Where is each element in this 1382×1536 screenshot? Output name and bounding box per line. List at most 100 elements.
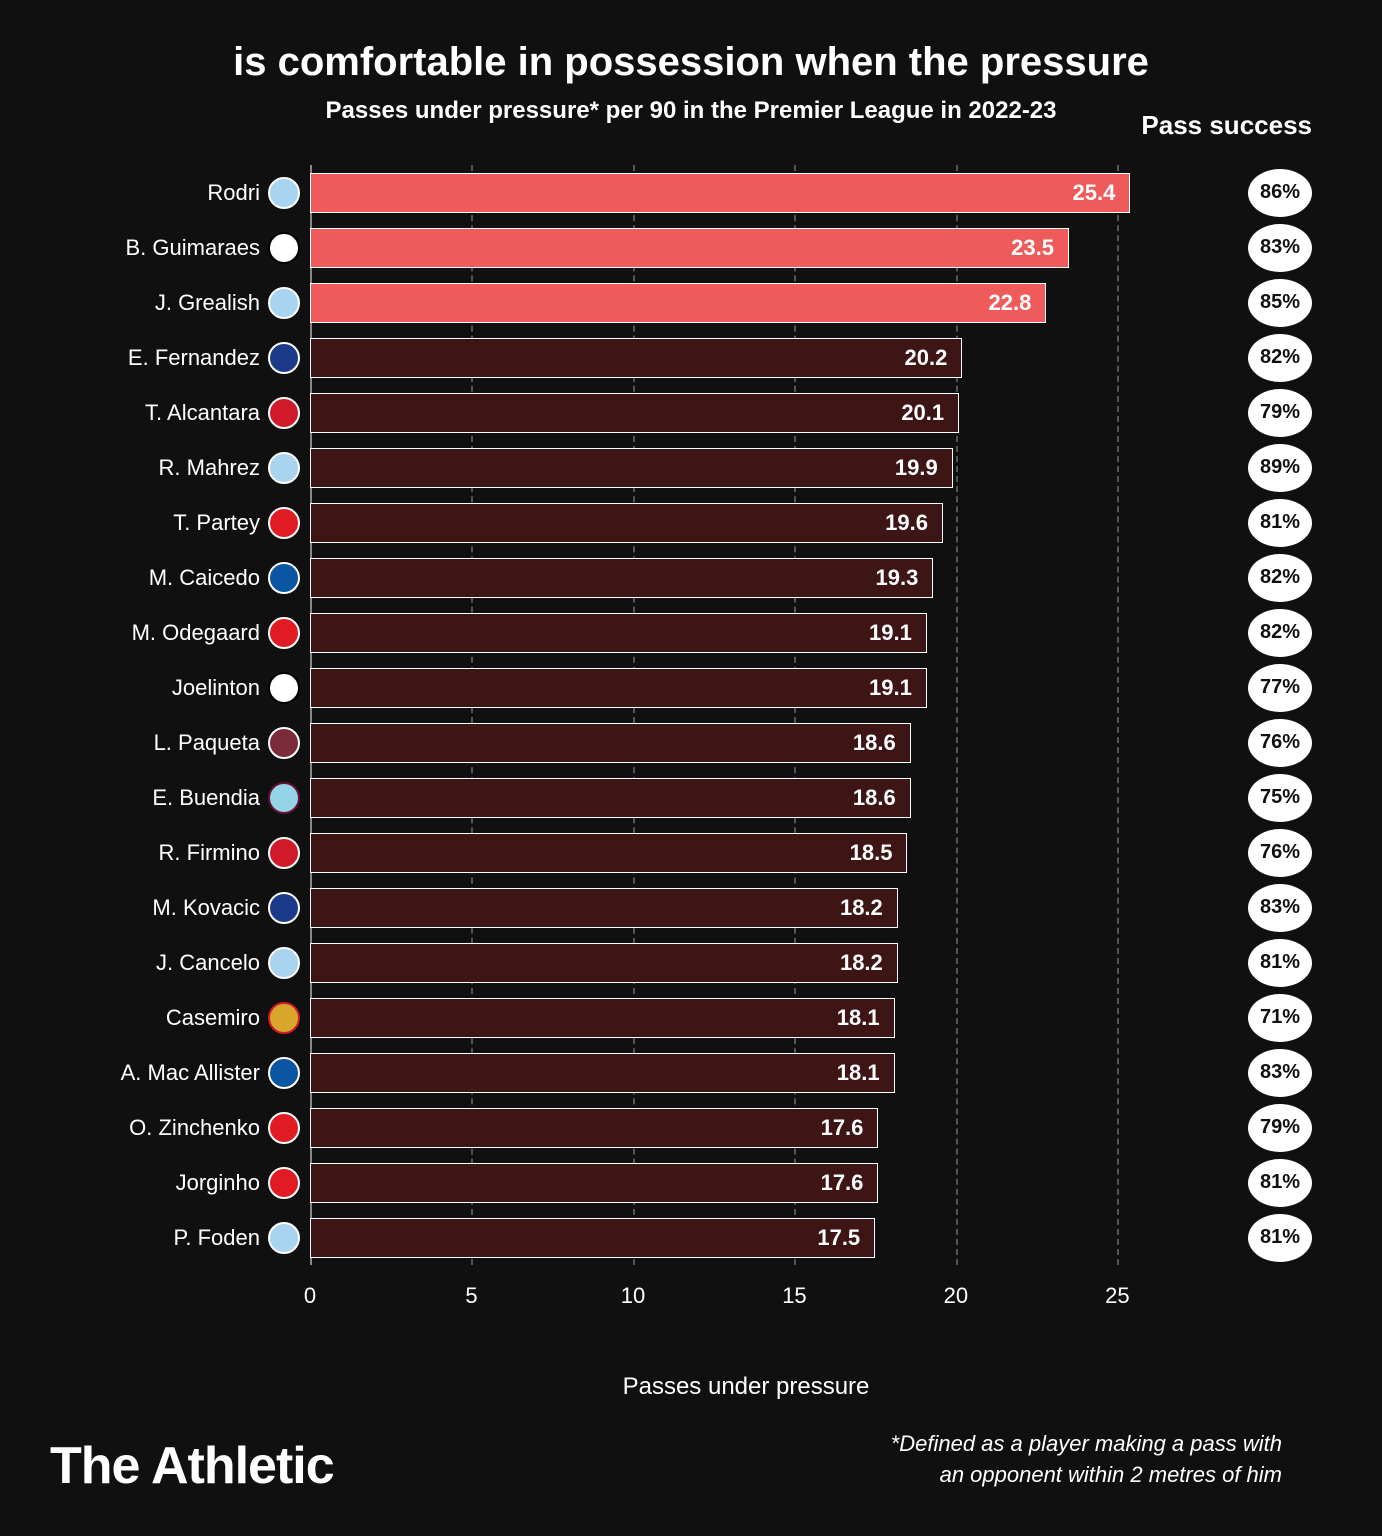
- bar: 18.1: [310, 998, 895, 1038]
- bar-value: 19.9: [895, 455, 938, 481]
- player-name: Jorginho: [50, 1170, 260, 1196]
- club-badge-icon: [268, 507, 300, 539]
- bar-value: 18.5: [850, 840, 893, 866]
- pass-success-pill: 81%: [1248, 499, 1312, 547]
- bar: 23.5: [310, 228, 1069, 268]
- x-axis-label: Passes under pressure: [50, 1373, 1332, 1401]
- bar: 17.6: [310, 1108, 878, 1148]
- pass-success-pill: 76%: [1248, 719, 1312, 767]
- brand-label: The Athletic: [50, 1436, 334, 1496]
- bar: 18.6: [310, 778, 911, 818]
- bar-track: 18.2: [310, 888, 1182, 928]
- club-badge-icon: [268, 452, 300, 484]
- player-row: Joelinton19.177%: [310, 660, 1182, 715]
- club-badge-icon: [268, 342, 300, 374]
- bar: 19.1: [310, 613, 927, 653]
- bar-value: 18.6: [853, 785, 896, 811]
- bar-track: 18.2: [310, 943, 1182, 983]
- player-row: Casemiro18.171%: [310, 990, 1182, 1045]
- player-row: M. Kovacic18.283%: [310, 880, 1182, 935]
- player-name: J. Grealish: [50, 290, 260, 316]
- player-name: A. Mac Allister: [50, 1060, 260, 1086]
- player-name: T. Alcantara: [50, 400, 260, 426]
- player-name: L. Paqueta: [50, 730, 260, 756]
- pass-success-pill: 83%: [1248, 884, 1312, 932]
- bar: 20.2: [310, 338, 962, 378]
- player-row: O. Zinchenko17.679%: [310, 1100, 1182, 1155]
- player-name: M. Caicedo: [50, 565, 260, 591]
- player-row: Jorginho17.681%: [310, 1155, 1182, 1210]
- player-row: J. Cancelo18.281%: [310, 935, 1182, 990]
- player-row: R. Mahrez19.989%: [310, 440, 1182, 495]
- pass-success-pill: 81%: [1248, 1214, 1312, 1262]
- bar-track: 19.1: [310, 613, 1182, 653]
- x-axis: 0510152025: [310, 1273, 1182, 1323]
- bar-value: 22.8: [989, 290, 1032, 316]
- club-badge-icon: [268, 782, 300, 814]
- club-badge-icon: [268, 1112, 300, 1144]
- bars-container: Rodri25.486%B. Guimaraes23.583%J. Greali…: [310, 165, 1182, 1265]
- x-tick: 0: [304, 1283, 316, 1309]
- club-badge-icon: [268, 727, 300, 759]
- player-row: L. Paqueta18.676%: [310, 715, 1182, 770]
- club-badge-icon: [268, 232, 300, 264]
- club-badge-icon: [268, 287, 300, 319]
- x-tick: 10: [621, 1283, 645, 1309]
- bar: 20.1: [310, 393, 959, 433]
- x-tick: 20: [944, 1283, 968, 1309]
- bar: 22.8: [310, 283, 1046, 323]
- pass-success-pill: 79%: [1248, 1104, 1312, 1152]
- club-badge-icon: [268, 562, 300, 594]
- bar-track: 19.3: [310, 558, 1182, 598]
- player-row: R. Firmino18.576%: [310, 825, 1182, 880]
- bar-value: 18.6: [853, 730, 896, 756]
- player-row: M. Caicedo19.382%: [310, 550, 1182, 605]
- player-name: R. Mahrez: [50, 455, 260, 481]
- player-row: T. Partey19.681%: [310, 495, 1182, 550]
- player-name: O. Zinchenko: [50, 1115, 260, 1141]
- bar-track: 19.9: [310, 448, 1182, 488]
- club-badge-icon: [268, 1057, 300, 1089]
- player-row: Rodri25.486%: [310, 165, 1182, 220]
- bar-track: 23.5: [310, 228, 1182, 268]
- bar-value: 17.6: [821, 1115, 864, 1141]
- club-badge-icon: [268, 947, 300, 979]
- player-name: M. Odegaard: [50, 620, 260, 646]
- bar-track: 18.1: [310, 998, 1182, 1038]
- bar-value: 18.1: [837, 1060, 880, 1086]
- player-name: P. Foden: [50, 1225, 260, 1251]
- bar-value: 18.1: [837, 1005, 880, 1031]
- bar-value: 19.6: [885, 510, 928, 536]
- club-badge-icon: [268, 1002, 300, 1034]
- chart-title: is comfortable in possession when the pr…: [50, 40, 1332, 85]
- bar-track: 25.4: [310, 173, 1182, 213]
- x-tick: 25: [1105, 1283, 1129, 1309]
- pass-success-pill: 86%: [1248, 169, 1312, 217]
- bar-value: 18.2: [840, 950, 883, 976]
- player-name: Joelinton: [50, 675, 260, 701]
- bar-track: 18.1: [310, 1053, 1182, 1093]
- player-name: R. Firmino: [50, 840, 260, 866]
- pass-success-pill: 89%: [1248, 444, 1312, 492]
- pass-success-pill: 75%: [1248, 774, 1312, 822]
- club-badge-icon: [268, 617, 300, 649]
- club-badge-icon: [268, 397, 300, 429]
- club-badge-icon: [268, 837, 300, 869]
- x-tick: 5: [465, 1283, 477, 1309]
- pass-success-pill: 76%: [1248, 829, 1312, 877]
- club-badge-icon: [268, 177, 300, 209]
- bar-track: 20.1: [310, 393, 1182, 433]
- player-name: B. Guimaraes: [50, 235, 260, 261]
- bar-value: 19.3: [875, 565, 918, 591]
- bar: 18.6: [310, 723, 911, 763]
- bar-track: 19.1: [310, 668, 1182, 708]
- bar-track: 18.5: [310, 833, 1182, 873]
- bar-value: 18.2: [840, 895, 883, 921]
- bar: 19.9: [310, 448, 953, 488]
- player-row: T. Alcantara20.179%: [310, 385, 1182, 440]
- bar-value: 17.5: [817, 1225, 860, 1251]
- bar-value: 20.1: [901, 400, 944, 426]
- bar-track: 17.6: [310, 1108, 1182, 1148]
- pass-success-pill: 77%: [1248, 664, 1312, 712]
- bar-track: 22.8: [310, 283, 1182, 323]
